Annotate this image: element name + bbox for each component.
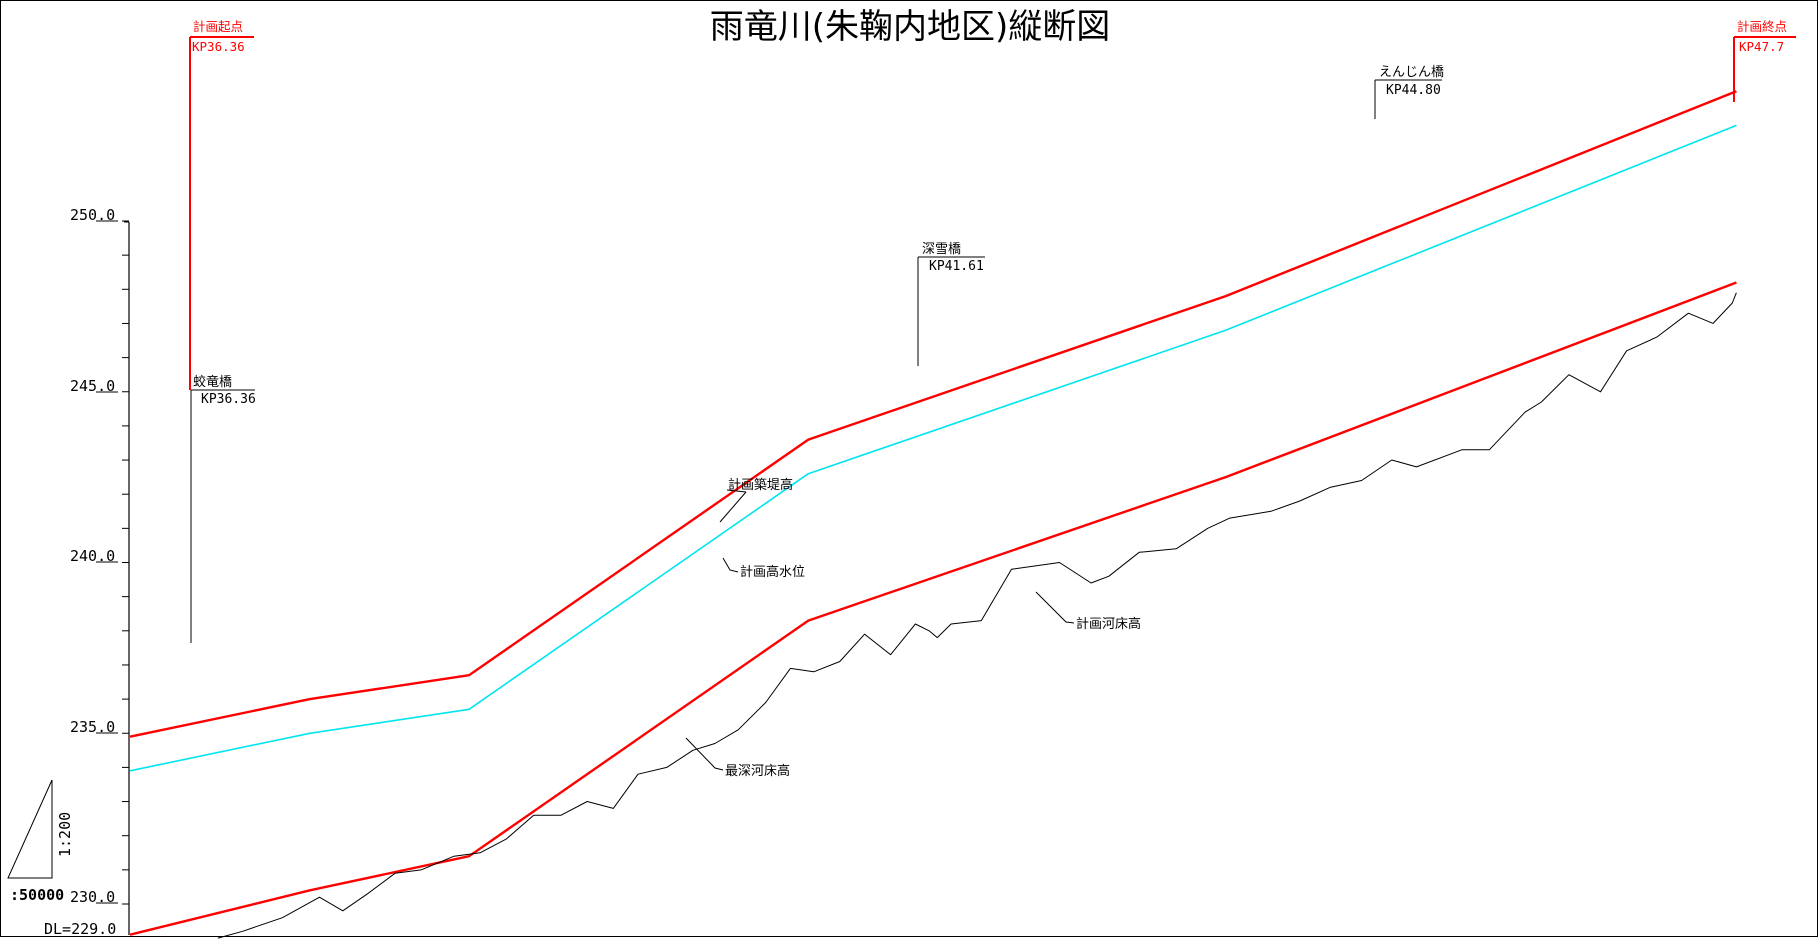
bridge-kp: KP44.80 xyxy=(1386,83,1441,98)
deepest-riverbed-line xyxy=(217,292,1737,939)
axis-label-250: 250.0 xyxy=(70,206,115,224)
hwl-label-group: 計画高水位 xyxy=(722,557,805,580)
levee-crown-line xyxy=(129,90,1737,738)
bridge-marker-korryu: 蛟竜橋 KP36.36 xyxy=(190,375,256,643)
plan-end-marker: 計画終点 KP47.7 xyxy=(1733,19,1796,102)
axis-ticks xyxy=(122,220,129,905)
plan-bed-label-group: 計画河床高 xyxy=(1035,591,1141,632)
plan-start-label: 計画起点 xyxy=(193,19,243,34)
bridge-kp: KP36.36 xyxy=(201,392,256,407)
profile-series xyxy=(129,90,1737,939)
plan-end-kp: KP47.7 xyxy=(1739,39,1784,54)
levee-line-label: 計画築堤高 xyxy=(728,477,793,493)
hwl-line-label: 計画高水位 xyxy=(740,564,805,580)
horizontal-scale-label: :50000 xyxy=(10,886,64,904)
plan-start-marker: 計画起点 KP36.36 xyxy=(189,19,254,390)
deep-bed-label-group: 最深河床高 xyxy=(685,737,790,779)
scale-indicator: 1:200 :50000 xyxy=(7,779,74,904)
levee-label-group: 計画築堤高 xyxy=(719,477,793,523)
high-water-line xyxy=(129,124,1737,772)
plan-end-label: 計画終点 xyxy=(1737,19,1787,34)
drawing-title: 雨竜川(朱鞠内地区)縦断図 xyxy=(710,7,1111,47)
bridge-marker-shinsetsu: 深雪橋 KP41.61 xyxy=(917,242,985,366)
datum-label: DL=229.0 xyxy=(44,920,116,938)
axis-label-245: 245.0 xyxy=(70,377,115,395)
plan-start-kp: KP36.36 xyxy=(192,39,245,54)
plan-riverbed-line xyxy=(129,281,1737,936)
axis-label-230: 230.0 xyxy=(70,888,115,906)
bridge-kp: KP41.61 xyxy=(929,259,984,274)
bridge-name: 深雪橋 xyxy=(922,242,961,257)
axis-label-235: 235.0 xyxy=(70,718,115,736)
vertical-scale-label: 1:200 xyxy=(56,812,74,857)
bridge-name: 蛟竜橋 xyxy=(193,375,232,390)
bridge-marker-enjin: えんじん橋 KP44.80 xyxy=(1374,65,1444,119)
axis-label-240: 240.0 xyxy=(70,547,115,565)
deep-bed-line-label: 最深河床高 xyxy=(725,763,790,779)
bridge-name: えんじん橋 xyxy=(1379,65,1444,80)
elevation-axis xyxy=(124,221,130,935)
plan-bed-line-label: 計画河床高 xyxy=(1076,616,1141,632)
